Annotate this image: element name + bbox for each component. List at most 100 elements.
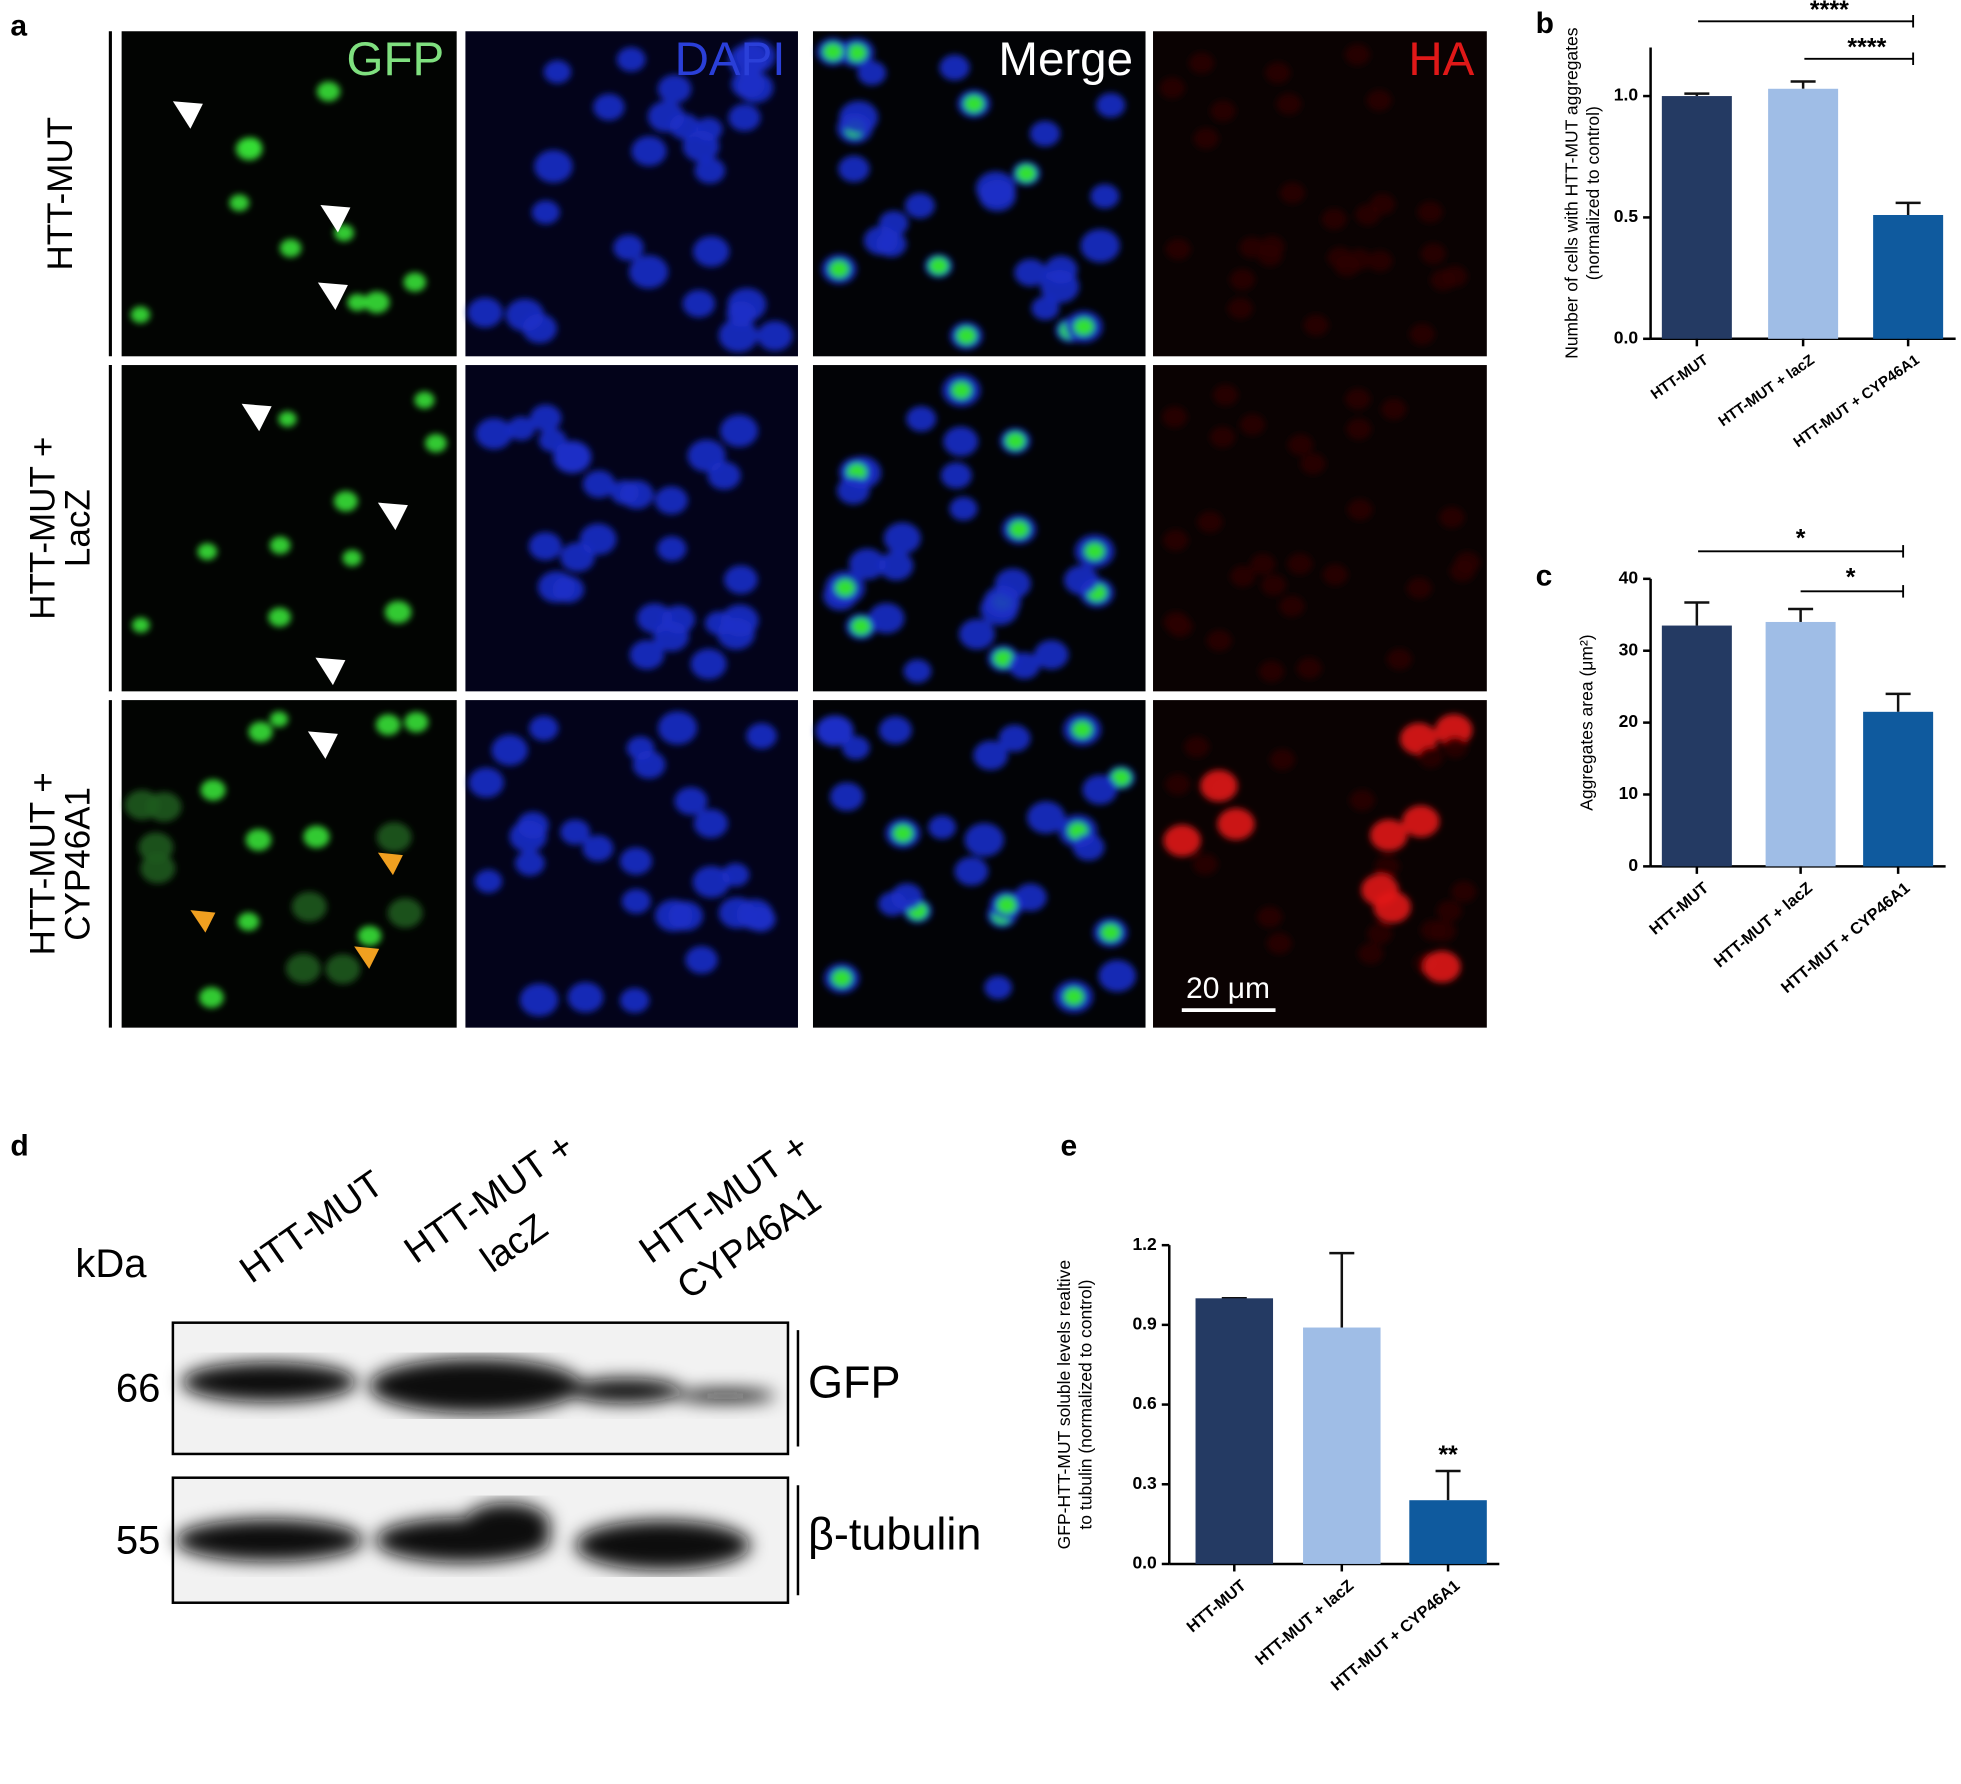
cell [582, 470, 616, 498]
cell [1044, 255, 1078, 284]
cell [718, 897, 756, 929]
cell [693, 808, 728, 839]
band [675, 1389, 776, 1403]
cell [619, 847, 653, 875]
cells [1163, 714, 1477, 983]
arrowhead [354, 946, 380, 969]
significance: * [1796, 525, 1806, 553]
cell [1386, 648, 1412, 670]
channel-label: GFP [347, 33, 445, 86]
bar [1409, 1500, 1487, 1564]
micrograph [812, 700, 1146, 1028]
x-tick-label: HTT-MUT + lacZ [1252, 1576, 1357, 1668]
cell [1418, 746, 1444, 768]
cell [491, 734, 528, 766]
cell [1442, 736, 1468, 759]
cell [414, 391, 435, 409]
cell [1439, 506, 1465, 528]
cell [1261, 574, 1287, 596]
arrowhead [320, 205, 351, 233]
cell [1334, 255, 1360, 277]
row-label: HTT-MUT + [24, 437, 63, 620]
cell [1430, 269, 1456, 291]
channel-label: DAPI [675, 33, 786, 86]
cell [692, 865, 731, 898]
cell [975, 171, 1016, 206]
significance: * [1846, 563, 1856, 591]
significance: **** [1847, 33, 1886, 61]
cell [846, 43, 867, 62]
cells [816, 37, 1126, 350]
cell [1370, 193, 1396, 215]
cell [629, 640, 665, 670]
cell [1402, 805, 1440, 838]
cells [1159, 43, 1468, 345]
cell [235, 137, 263, 161]
cell [720, 414, 759, 448]
panel-label: d [10, 1130, 28, 1163]
cell [943, 426, 979, 457]
arrowhead [172, 101, 203, 129]
y-tick-label: 1.0 [1614, 85, 1639, 105]
cell [1347, 499, 1373, 521]
cell [1008, 652, 1041, 680]
y-tick-label: 40 [1619, 567, 1639, 587]
cell [1163, 824, 1201, 857]
y-tick-label: 0.9 [1132, 1313, 1157, 1333]
cell [631, 136, 667, 167]
cell [822, 43, 843, 61]
cell [248, 721, 273, 743]
cell [892, 824, 913, 843]
cell [1296, 657, 1322, 679]
x-tick-label: HTT-MUT [1183, 1576, 1249, 1636]
cell [278, 411, 297, 427]
cell [993, 649, 1014, 668]
cell [1210, 100, 1236, 122]
cell [1159, 77, 1185, 99]
cell [1072, 833, 1105, 861]
cell [653, 621, 690, 652]
cell [613, 234, 644, 261]
bar [1661, 96, 1732, 339]
cell [1016, 164, 1037, 183]
micrograph [465, 31, 798, 357]
cell [657, 536, 687, 562]
cell [1420, 919, 1446, 941]
cell [531, 200, 560, 225]
cell [1423, 950, 1461, 983]
cell [1082, 774, 1118, 805]
cell [626, 736, 655, 760]
cell [1279, 182, 1305, 204]
cell [375, 714, 401, 736]
marker-label: 66 [116, 1366, 161, 1410]
cell [654, 899, 693, 932]
cell [848, 548, 886, 580]
y-tick-label: 0.0 [1132, 1553, 1157, 1573]
cell [1111, 768, 1132, 787]
scale-bar-label: 20 μm [1186, 972, 1270, 1005]
channel-label: Merge [998, 33, 1133, 86]
cell [1063, 987, 1084, 1006]
cell [1005, 432, 1026, 450]
cell [1349, 789, 1375, 811]
cell [1031, 296, 1060, 321]
cell [707, 461, 741, 490]
cell [851, 617, 872, 636]
cell [1321, 208, 1347, 230]
cell [519, 983, 559, 1017]
cell [1370, 819, 1408, 852]
band [175, 1518, 363, 1562]
cell [940, 462, 972, 489]
cell [1063, 565, 1099, 595]
cell [1165, 773, 1191, 795]
cell [883, 522, 921, 555]
cell [958, 618, 996, 650]
channel-label: HA [1408, 33, 1474, 86]
unit-label: kDa [75, 1242, 147, 1286]
cell [1265, 62, 1291, 84]
arrowhead [307, 731, 338, 759]
cell [1366, 89, 1392, 112]
bar [1195, 1298, 1274, 1564]
cell [363, 291, 390, 314]
